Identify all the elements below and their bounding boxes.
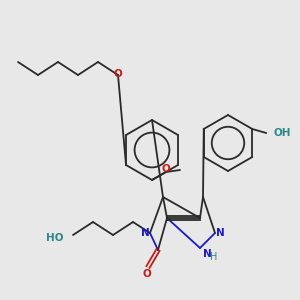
Text: N: N [216, 228, 224, 238]
Text: H: H [210, 252, 218, 262]
Text: HO: HO [46, 233, 64, 243]
Text: N: N [141, 228, 149, 238]
Text: O: O [142, 269, 152, 279]
Text: OH: OH [273, 128, 291, 138]
Text: N: N [203, 249, 212, 259]
Text: O: O [114, 69, 122, 79]
Text: O: O [162, 164, 170, 174]
